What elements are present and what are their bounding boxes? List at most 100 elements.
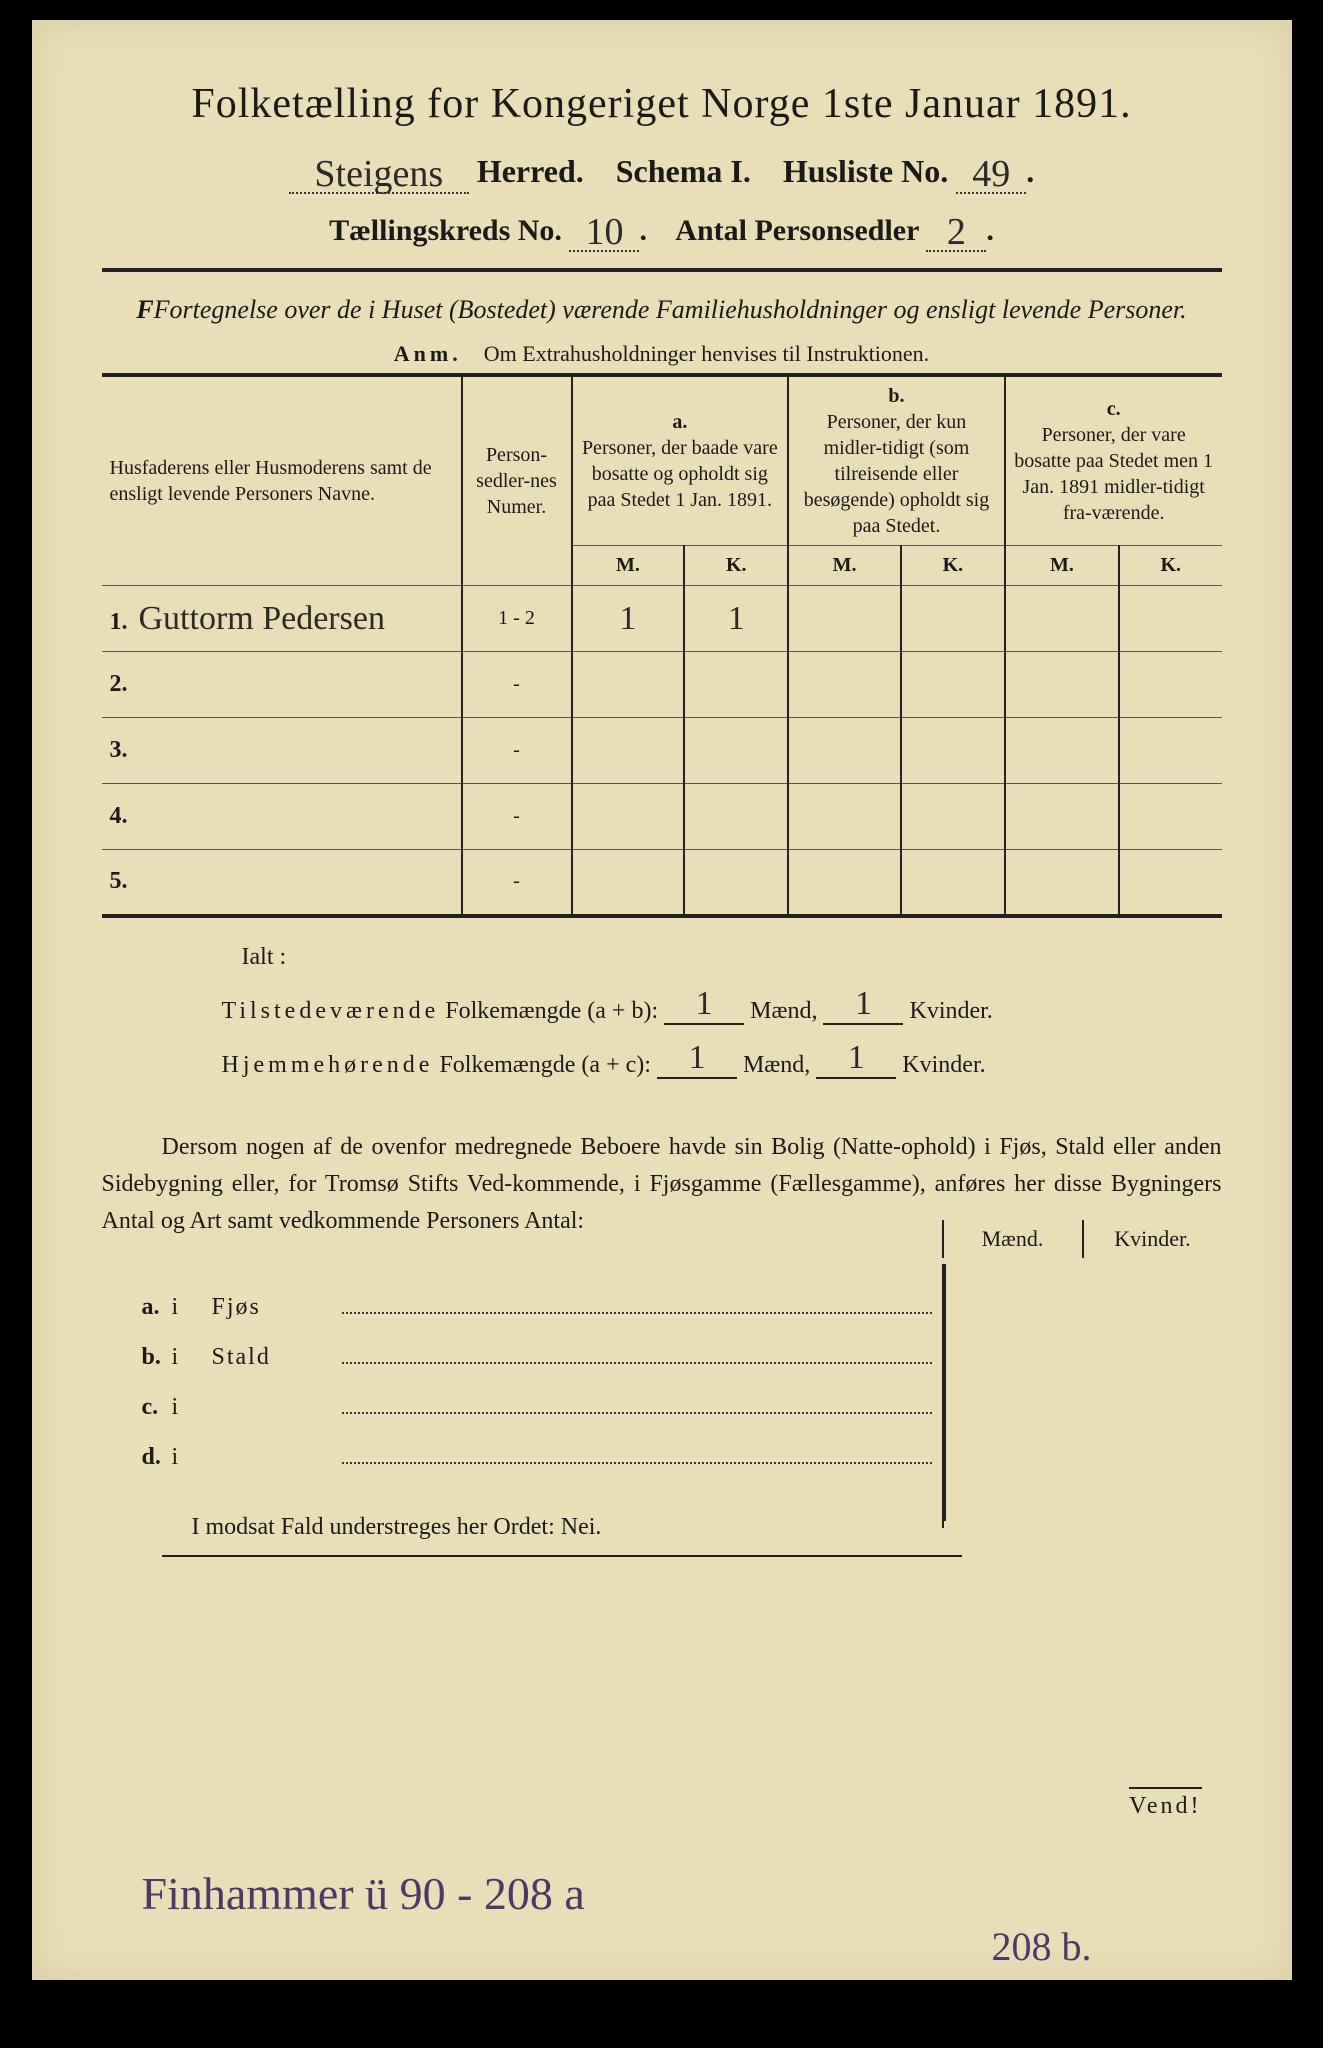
head-kvinder: Kvinder. xyxy=(1082,1220,1222,1258)
v2m: 1 xyxy=(688,1039,705,1076)
anm-label: Anm. xyxy=(394,341,462,366)
tilstede-b: Folkemængde (a + b): xyxy=(445,998,658,1024)
a-text: Personer, der baade vare bosatte og opho… xyxy=(582,437,778,511)
maend1: Mænd, xyxy=(750,998,817,1024)
bldg-l: a. xyxy=(142,1294,172,1321)
header-line-2: Tællingskreds No. 10. Antal Personsedler… xyxy=(102,206,1222,252)
tilstede-line: Tilstedeværende Folkemængde (a + b): 1 M… xyxy=(222,985,1222,1025)
bldg-i: i xyxy=(172,1444,212,1471)
b-m-head: M. xyxy=(788,546,901,586)
bldg-i: i xyxy=(172,1294,212,1321)
c-k-head: K. xyxy=(1119,546,1222,586)
dots xyxy=(342,1462,932,1464)
b-label: b. xyxy=(888,385,904,407)
antal-value: 2 xyxy=(947,211,966,253)
antal-label: Antal Personsedler xyxy=(675,214,919,247)
bldg-l: c. xyxy=(142,1394,172,1421)
bldg-grid xyxy=(942,1414,1222,1528)
a-k-head: K. xyxy=(684,546,788,586)
antal-field: 2 xyxy=(926,206,986,252)
bottom-handwriting-2: 208 b. xyxy=(992,1923,1092,1970)
footer-rule xyxy=(162,1555,962,1557)
herred-label: Herred. xyxy=(477,153,584,189)
table-row: 4. - xyxy=(102,784,1222,850)
totals-block: Ialt : Tilstedeværende Folkemængde (a + … xyxy=(222,944,1222,1079)
row-num: 4. xyxy=(110,803,134,829)
dots xyxy=(342,1412,932,1414)
schema-label: Schema I. xyxy=(616,153,751,189)
row-numer: - xyxy=(462,718,572,784)
col-b-header: b. Personer, der kun midler-tidigt (som … xyxy=(788,375,1005,546)
col-c-header: c. Personer, der vare bosatte paa Stedet… xyxy=(1005,375,1222,546)
anm-text: Om Extrahusholdninger henvises til Instr… xyxy=(484,341,929,366)
ialt-label: Ialt : xyxy=(242,944,1222,971)
b-k-head: K. xyxy=(901,546,1005,586)
bldg-row: a. i Fjøs xyxy=(142,1264,1222,1314)
hjemme-line: Hjemmehørende Folkemængde (a + c): 1 Mæn… xyxy=(222,1039,1222,1079)
kvinder2: Kvinder. xyxy=(902,1052,985,1078)
v1m: 1 xyxy=(696,985,713,1022)
herred-value: Steigens xyxy=(314,153,443,195)
a-m-head: M. xyxy=(572,546,685,586)
tilstede-a: Tilstedeværende xyxy=(222,998,440,1024)
a-label: a. xyxy=(672,411,687,433)
hjemme-b: Folkemængde (a + c): xyxy=(439,1052,651,1078)
head-maend: Mænd. xyxy=(942,1220,1082,1258)
table-row: 2. - xyxy=(102,652,1222,718)
dots xyxy=(342,1362,932,1364)
building-head: Mænd. Kvinder. xyxy=(942,1220,1222,1258)
table-row: 3. - xyxy=(102,718,1222,784)
dots xyxy=(342,1312,932,1314)
page-title: Folketælling for Kongeriget Norge 1ste J… xyxy=(102,80,1222,128)
row-num: 2. xyxy=(110,671,134,697)
anm-line: Anm. Om Extrahusholdninger henvises til … xyxy=(102,341,1222,367)
header-line-1: Steigens Herred. Schema I. Husliste No. … xyxy=(102,148,1222,194)
col-a-header: a. Personer, der baade vare bosatte og o… xyxy=(572,375,789,546)
bottom-handwriting: Finhammer ü 90 - 208 a xyxy=(142,1867,1212,1920)
bldg-name: Stald xyxy=(212,1344,342,1371)
taellingskreds-field: 10 xyxy=(569,206,639,252)
bldg-name: Fjøs xyxy=(212,1294,342,1321)
divider xyxy=(102,268,1222,272)
b-text: Personer, der kun midler-tidigt (som til… xyxy=(804,411,990,537)
maend2: Mænd, xyxy=(743,1052,810,1078)
census-form-page: Folketælling for Kongeriget Norge 1ste J… xyxy=(32,20,1292,1980)
row-numer: - xyxy=(462,784,572,850)
bldg-i: i xyxy=(172,1394,212,1421)
census-table: Husfaderens eller Husmoderens samt de en… xyxy=(102,373,1222,918)
bldg-l: b. xyxy=(142,1344,172,1371)
husliste-label: Husliste No. xyxy=(783,153,948,189)
c-text: Personer, der vare bosatte paa Stedet me… xyxy=(1014,424,1213,524)
kvinder1: Kvinder. xyxy=(909,998,992,1024)
taellingskreds-label: Tællingskreds No. xyxy=(329,214,562,247)
c-label: c. xyxy=(1107,398,1121,420)
col-numer-header: Person-sedler-nes Numer. xyxy=(462,375,572,586)
taellingskreds-value: 10 xyxy=(585,211,623,253)
herred-field: Steigens xyxy=(289,148,469,194)
table-row: 5. - xyxy=(102,850,1222,916)
row-am: 1 xyxy=(619,600,636,637)
hjemme-a: Hjemmehørende xyxy=(222,1052,434,1078)
bldg-row: b. i Stald xyxy=(142,1314,1222,1364)
bldg-row: c. i xyxy=(142,1364,1222,1414)
row-ak: 1 xyxy=(728,600,745,637)
row-numer: - xyxy=(462,850,572,916)
bldg-row: d. i xyxy=(142,1414,1222,1464)
col1-text: Husfaderens eller Husmoderens samt de en… xyxy=(110,457,432,505)
row-num: 3. xyxy=(110,737,134,763)
row-name: Guttorm Pedersen xyxy=(139,600,385,637)
subtitle-text: Fortegnelse over de i Huset (Bostedet) v… xyxy=(154,295,1187,324)
v2k: 1 xyxy=(848,1039,865,1076)
bldg-l: d. xyxy=(142,1444,172,1471)
row-num: 5. xyxy=(110,868,134,894)
husliste-value: 49 xyxy=(972,153,1010,195)
husliste-field: 49 xyxy=(956,148,1026,194)
table-row: 1. Guttorm Pedersen 1 - 2 1 1 xyxy=(102,586,1222,652)
bldg-i: i xyxy=(172,1344,212,1371)
c-m-head: M. xyxy=(1005,546,1119,586)
row-num: 1. xyxy=(110,609,134,635)
vend-label: Vend! xyxy=(1129,1787,1201,1820)
subtitle: FFortegnelse over de i Huset (Bostedet) … xyxy=(102,292,1222,327)
building-block: Mænd. Kvinder. a. i Fjøs b. i Stald c. i… xyxy=(142,1264,1222,1464)
row-numer: - xyxy=(462,652,572,718)
